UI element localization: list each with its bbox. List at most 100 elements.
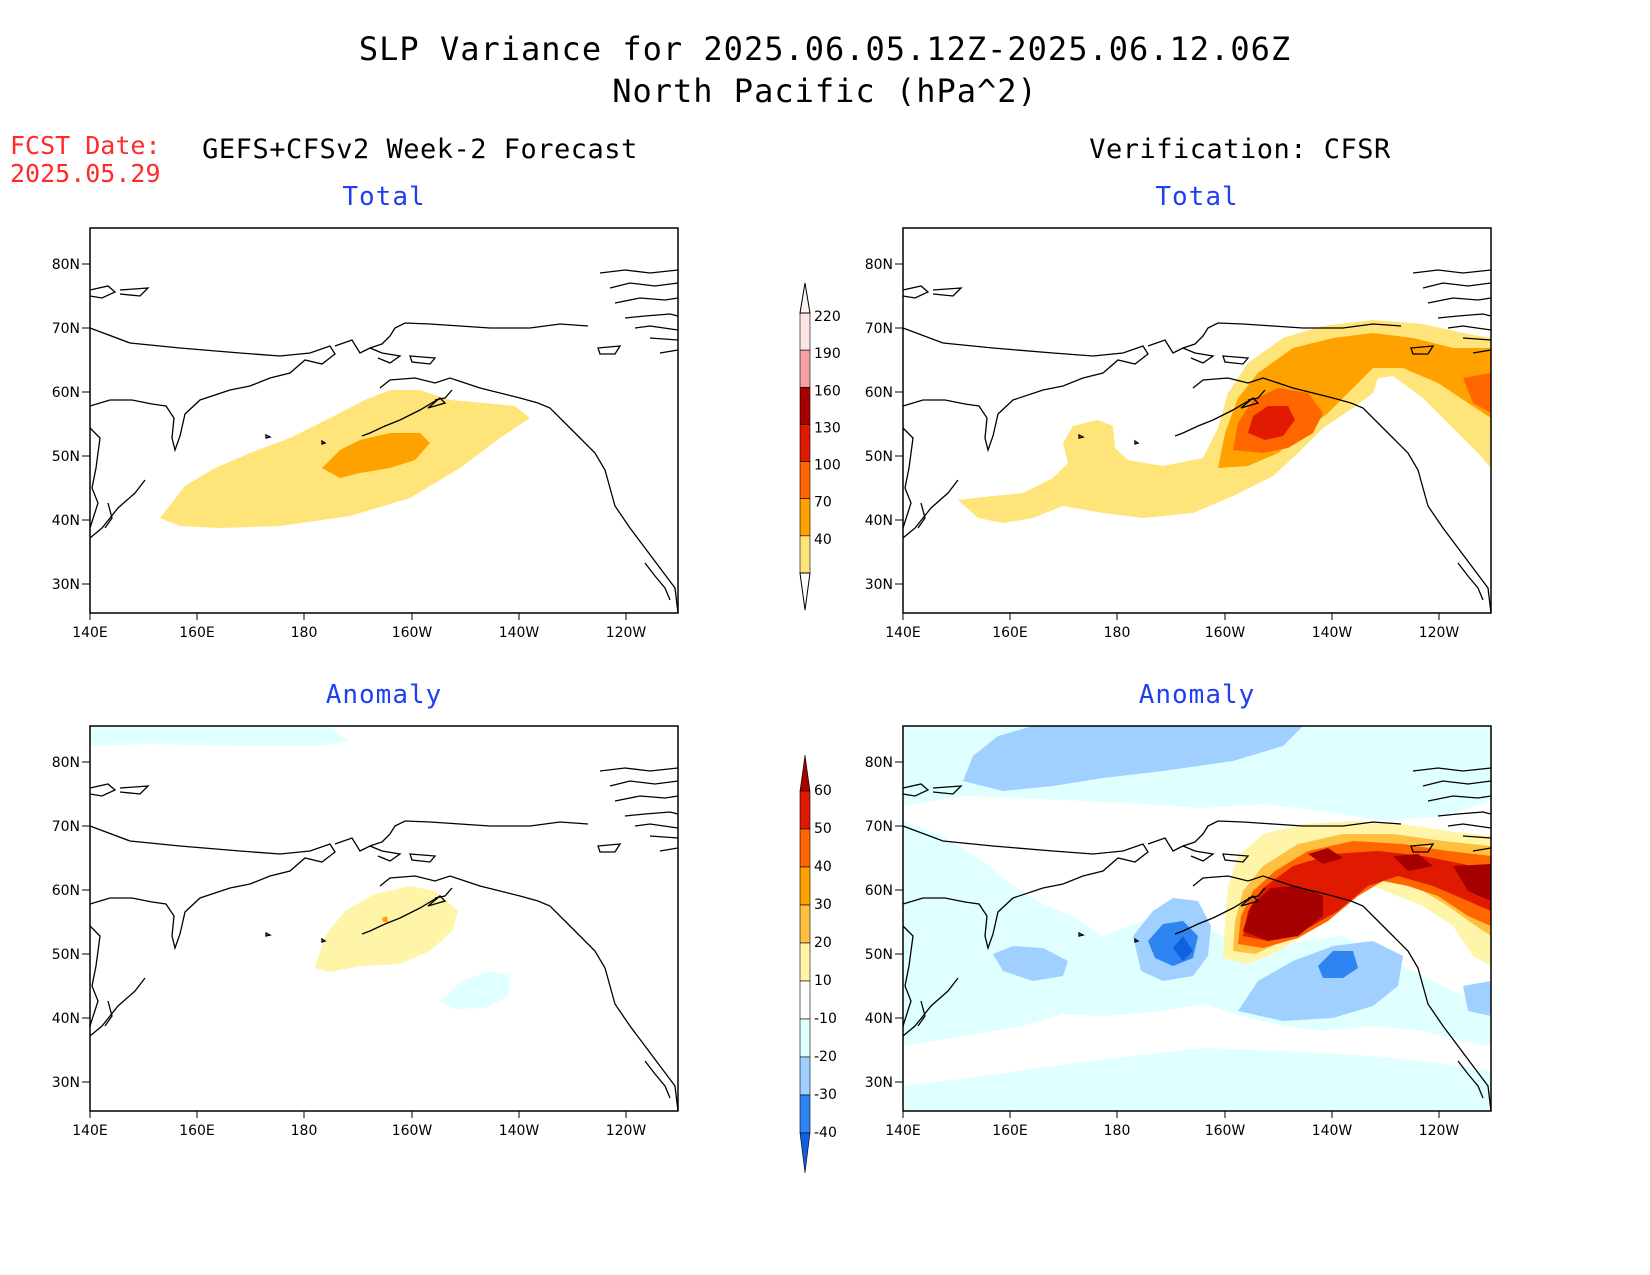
- colorbar-label: 40: [814, 859, 832, 875]
- lon-tick-label: 180: [1104, 625, 1131, 641]
- forecast-anomaly-title: Anomaly: [325, 680, 443, 710]
- verification-total-title: Total: [1155, 182, 1239, 212]
- lat-tick-label: 50N: [865, 449, 893, 465]
- colorbar-label: -30: [814, 1087, 837, 1103]
- lon-tick-label: 180: [291, 1123, 318, 1139]
- colorbar-top-triangle: [799, 755, 811, 792]
- total-colorbar-swatches: [799, 312, 811, 574]
- lon-tick-label: 140E: [72, 625, 108, 641]
- lon-tick-label: 140W: [1312, 625, 1353, 641]
- lon-tick-label: 120W: [606, 1123, 647, 1139]
- colorbar-label: 190: [814, 346, 841, 362]
- colorbar-swatch: [799, 866, 811, 906]
- lon-tick-label: 160E: [179, 1123, 215, 1139]
- verification-total-contours: [958, 320, 1491, 523]
- lat-tick-labels: 80N 70N 60N 50N 40N 30N: [865, 257, 893, 593]
- colorbar-label: 20: [814, 935, 832, 951]
- colorbar-label: 10: [814, 973, 832, 989]
- colorbar-swatch: [799, 312, 811, 351]
- lat-tick-label: 80N: [865, 755, 893, 771]
- verification-anomaly-title: Anomaly: [1138, 680, 1256, 710]
- lat-tick-label: 70N: [865, 819, 893, 835]
- forecast-total-title: Total: [342, 182, 426, 212]
- lat-tick-label: 40N: [865, 1011, 893, 1027]
- lon-tick-labels: 140E 160E 180 160W 140W 120W: [885, 1123, 1459, 1139]
- lon-tick-label: 180: [291, 625, 318, 641]
- colorbar-swatch: [799, 424, 811, 462]
- lat-tick-label: 70N: [865, 321, 893, 337]
- lat-tick-labels: 80N 70N 60N 50N 40N 30N: [52, 257, 80, 593]
- colorbar-swatch: [799, 1094, 811, 1134]
- lat-tick-label: 30N: [52, 1075, 80, 1091]
- colorbar-swatch: [799, 461, 811, 500]
- colorbar-swatch: [799, 980, 811, 1020]
- colorbar-label: 130: [814, 420, 841, 436]
- lon-tick-label: 180: [1104, 1123, 1131, 1139]
- colorbar-swatch: [799, 904, 811, 944]
- colorbar-label: -20: [814, 1049, 837, 1065]
- fcst-date-label: FCST Date:: [10, 131, 161, 160]
- forecast-column-header: GEFS+CFSv2 Week-2 Forecast: [202, 134, 638, 165]
- lon-tick-label: 140W: [1312, 1123, 1353, 1139]
- colorbar-swatch: [799, 386, 811, 425]
- lat-tick-label: 70N: [52, 819, 80, 835]
- lat-tick-labels: 80N 70N 60N 50N 40N 30N: [52, 755, 80, 1091]
- forecast-anomaly-contours: [90, 726, 510, 1009]
- lon-tick-label: 120W: [1419, 1123, 1460, 1139]
- colorbar-swatch: [799, 790, 811, 830]
- colorbar-swatch: [799, 535, 811, 574]
- figure-title-line1: SLP Variance for 2025.06.05.12Z-2025.06.…: [358, 30, 1292, 68]
- lon-tick-label: 140E: [72, 1123, 108, 1139]
- colorbar-label: 160: [814, 383, 841, 399]
- colorbar-bottom-triangle: [799, 1132, 811, 1174]
- colorbar-label: 70: [814, 495, 832, 511]
- lat-tick-label: 40N: [865, 513, 893, 529]
- anomaly-colorbar-swatches: [799, 755, 811, 1174]
- verification-total-map: 80N 70N 60N 50N 40N 30N 140E 160E 180 16…: [865, 227, 1492, 641]
- total-colorbar-labels: 220 190 160 130 100 70 40: [814, 309, 841, 548]
- lat-tick-label: 40N: [52, 1011, 80, 1027]
- colorbar-swatch: [799, 498, 811, 537]
- colorbar-label: -10: [814, 1011, 837, 1027]
- anomaly-colorbar-labels: 60 50 40 30 20 10 -10 -20 -30 -40: [814, 783, 837, 1141]
- forecast-total-map: 80N 70N 60N 50N 40N 30N 140E 160E 180 16…: [52, 227, 679, 641]
- lat-tick-label: 70N: [52, 321, 80, 337]
- verification-anomaly-map: 80N 70N 60N 50N 40N 30N 140E 160E 180 16…: [865, 725, 1492, 1139]
- colorbar-label: 60: [814, 783, 832, 799]
- lat-tick-label: 60N: [52, 883, 80, 899]
- lon-tick-label: 160W: [392, 1123, 433, 1139]
- colorbar-swatch: [799, 1056, 811, 1096]
- total-colorbar: 220 190 160 130 100 70 40: [799, 282, 841, 611]
- forecast-total-contours: [160, 390, 530, 528]
- colorbar-bottom-triangle: [799, 572, 811, 611]
- forecast-anomaly-map: 80N 70N 60N 50N 40N 30N 140E 160E 180 16…: [52, 725, 679, 1139]
- lat-tick-label: 60N: [865, 883, 893, 899]
- lon-tick-label: 140E: [885, 625, 921, 641]
- lon-tick-label: 160W: [1205, 625, 1246, 641]
- lat-tick-label: 30N: [52, 577, 80, 593]
- lon-tick-label: 160W: [1205, 1123, 1246, 1139]
- colorbar-swatch: [799, 828, 811, 868]
- lon-tick-labels: 140E 160E 180 160W 140W 120W: [72, 1123, 646, 1139]
- colorbar-label: 30: [814, 897, 832, 913]
- lon-tick-labels: 140E 160E 180 160W 140W 120W: [72, 625, 646, 641]
- lat-tick-label: 50N: [52, 449, 80, 465]
- lon-tick-labels: 140E 160E 180 160W 140W 120W: [885, 625, 1459, 641]
- lat-tick-label: 50N: [865, 947, 893, 963]
- lat-tick-label: 50N: [52, 947, 80, 963]
- lat-tick-label: 30N: [865, 1075, 893, 1091]
- colorbar-label: 40: [814, 532, 832, 548]
- lat-tick-label: 80N: [52, 755, 80, 771]
- lat-tick-label: 60N: [865, 385, 893, 401]
- colorbar-label: 50: [814, 821, 832, 837]
- lon-tick-label: 140E: [885, 1123, 921, 1139]
- colorbar-swatch: [799, 942, 811, 982]
- lon-tick-label: 160E: [179, 625, 215, 641]
- colorbar-top-triangle: [799, 282, 811, 314]
- lat-tick-labels: 80N 70N 60N 50N 40N 30N: [865, 755, 893, 1091]
- lat-tick-label: 60N: [52, 385, 80, 401]
- lon-tick-label: 160E: [992, 625, 1028, 641]
- lat-tick-label: 80N: [865, 257, 893, 273]
- verification-column-header: Verification: CFSR: [1089, 134, 1391, 165]
- lat-tick-label: 30N: [865, 577, 893, 593]
